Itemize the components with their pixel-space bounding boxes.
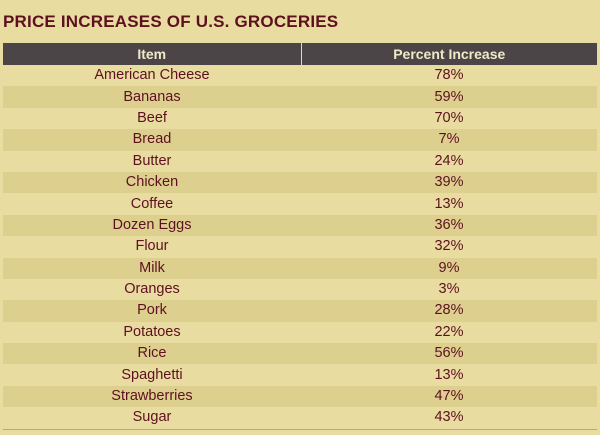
item-cell: Strawberries [3,385,301,408]
table-row: Bread 7% [3,129,597,151]
percent-increase-cell: 39% [301,171,597,194]
percent-increase-cell: 13% [301,364,597,386]
percent-increase-cell: 13% [301,193,597,215]
item-cell: Coffee [3,193,301,215]
percent-increase-cell: 22% [301,321,597,344]
table-row: Coffee 13% [3,193,597,215]
column-header-item: Item [3,43,301,65]
chart-title: PRICE INCREASES OF U.S. GROCERIES [3,12,339,31]
table-row: Pork 28% [3,300,597,322]
table-row: Flour 32% [3,236,597,258]
percent-increase-cell: 7% [301,129,597,151]
percent-increase-cell: 47% [301,385,597,408]
percent-increase-cell: 59% [301,86,597,108]
table-row: Dozen Eggs 36% [3,214,597,237]
table-row: Spaghetti 13% [3,364,597,386]
table-row: Beef 70% [3,107,597,130]
table-row: Butter 24% [3,150,597,172]
header-row: Item Percent Increase [3,43,597,65]
item-cell: Rice [3,343,301,365]
table-header: Item Percent Increase [3,43,597,65]
percent-increase-cell: 78% [301,65,597,87]
item-cell: Flour [3,236,301,258]
item-cell: Pork [3,300,301,322]
percent-increase-cell: 70% [301,107,597,130]
table-row: Milk 9% [3,257,597,279]
column-header-percent-increase: Percent Increase [300,43,597,65]
percent-increase-cell: 32% [301,236,597,258]
percent-increase-cell: 24% [301,150,597,172]
table-body: American Cheese 78% Bananas 59% Beef 70% Bread… [3,65,597,430]
percent-increase-cell: 3% [301,278,597,301]
item-cell: Bananas [3,86,301,108]
item-cell: Spaghetti [3,364,301,386]
table-row: Strawberries 47% [3,385,597,408]
item-cell: Sugar [3,407,301,430]
item-cell: Potatoes [3,321,301,344]
percent-increase-cell: 56% [301,343,597,365]
percent-increase-cell: 36% [301,214,597,237]
table-row: American Cheese 78% [3,65,597,87]
item-cell: Milk [3,257,301,279]
price-table-container: Item Percent Increase American Cheese 78%… [3,43,597,430]
table-row: Potatoes 22% [3,321,597,344]
item-cell: Chicken [3,171,301,194]
percent-increase-cell: 9% [301,257,597,279]
table-row: Sugar 43% [3,407,597,430]
item-cell: Dozen Eggs [3,214,301,237]
item-cell: Oranges [3,278,301,301]
table-row: Rice 56% [3,343,597,365]
item-cell: Beef [3,107,301,130]
item-cell: Butter [3,150,301,172]
price-table: Item Percent Increase American Cheese 78%… [3,43,597,430]
table-row: Bananas 59% [3,86,597,108]
item-cell: American Cheese [3,65,301,87]
table-row: Chicken 39% [3,171,597,194]
item-cell: Bread [3,129,301,151]
table-row: Oranges 3% [3,278,597,301]
percent-increase-cell: 28% [301,300,597,322]
percent-increase-cell: 43% [301,407,597,430]
